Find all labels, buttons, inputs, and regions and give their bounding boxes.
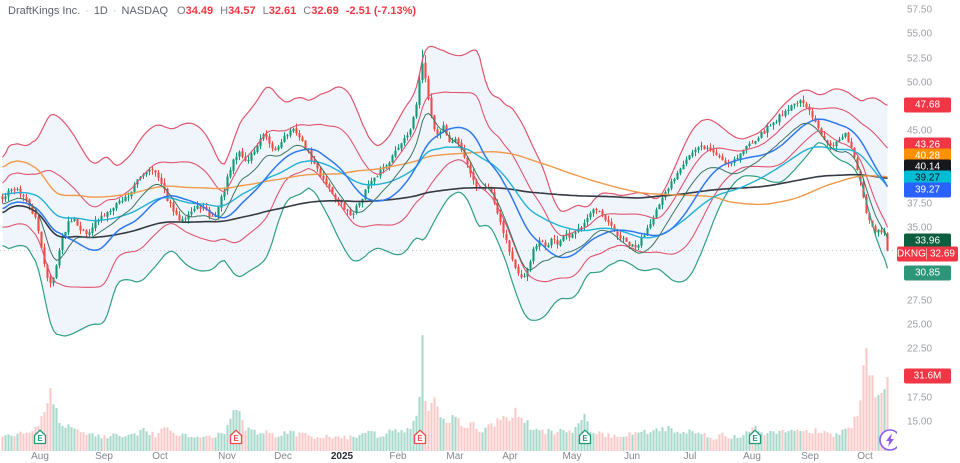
bollinger-band-fill — [2, 46, 888, 337]
earnings-marker-icon[interactable]: E — [229, 429, 243, 445]
price-tick-label: 55.00 — [907, 28, 933, 40]
separator: · — [112, 5, 117, 17]
indicator-price-badge: 30.85 — [904, 265, 951, 281]
open-label: O — [177, 5, 186, 17]
time-tick-label: Sep — [801, 451, 819, 462]
indicator-price-badge: 39.27 — [904, 170, 951, 186]
svg-text:E: E — [417, 434, 423, 443]
time-axis[interactable]: Aug Sep Oct Nov Dec 2025 Feb Mar Apr May Jun Jul Aug… — [0, 451, 897, 463]
earnings-marker-icon[interactable]: E — [578, 429, 592, 445]
price-tick-label: 17.50 — [907, 392, 933, 404]
time-tick-label: Oct — [152, 451, 168, 462]
price-tick-label: 22.50 — [907, 343, 933, 355]
close-label: C — [303, 5, 312, 17]
lightning-icon[interactable] — [879, 429, 897, 451]
earnings-marker-icon[interactable]: E — [33, 429, 47, 445]
high-value: 34.57 — [228, 5, 256, 17]
price-tick-label: 37.50 — [907, 198, 933, 210]
time-tick-label: Sep — [95, 451, 113, 462]
symbol-legend: DraftKings Inc. · 1D · NASDAQ O34.49 H34… — [8, 5, 416, 17]
time-tick-label: Aug — [31, 451, 49, 462]
price-tick-label: 50.00 — [907, 77, 933, 89]
time-tick-label: Nov — [218, 451, 236, 462]
volume-badge: 31.6M — [904, 368, 951, 384]
bb_basis-line — [2, 118, 889, 259]
time-tick-label: Mar — [446, 451, 464, 462]
time-tick-label: Aug — [743, 451, 761, 462]
price-tick-label: 15.00 — [907, 416, 933, 428]
bollinger-upper-line — [2, 45, 888, 213]
symbol-price-badge: DKNG 32.69 — [897, 246, 958, 262]
time-tick-label: Jul — [683, 451, 697, 462]
price-tick-label: 57.50 — [907, 4, 933, 16]
earnings-marker-icon[interactable]: E — [413, 429, 427, 445]
indicator-price-badge: 33.96 — [904, 233, 951, 249]
indicator-price-badge: 47.68 — [904, 97, 951, 113]
price-tick-label: 52.50 — [907, 53, 933, 64]
volume-bars-up — [4, 335, 886, 451]
symbol-title[interactable]: DraftKings Inc. — [8, 5, 81, 17]
indicator-price-badge: 39.27 — [904, 182, 951, 198]
exchange[interactable]: NASDAQ — [121, 5, 169, 17]
bollinger-lower-line — [2, 141, 889, 337]
sma100-line — [2, 150, 888, 206]
low-value: 32.61 — [268, 5, 297, 17]
change-value: -2.51 (-7.13%) — [345, 5, 417, 17]
svg-text:E: E — [233, 434, 239, 443]
svg-text:E: E — [752, 434, 758, 443]
separator: · — [85, 5, 89, 17]
time-tick-label: Apr — [502, 451, 518, 462]
time-tick-label: Oct — [857, 451, 873, 462]
symbol-ticker: DKNG — [897, 248, 927, 260]
time-tick-label: Dec — [274, 451, 292, 462]
open-value: 34.49 — [185, 5, 214, 17]
price-tick-label: 45.00 — [907, 125, 933, 137]
price-tick-label: 25.00 — [907, 319, 933, 331]
time-tick-label: Jun — [623, 451, 641, 462]
earnings-marker-icon[interactable]: E — [748, 429, 762, 445]
close-value: 32.69 — [311, 5, 339, 17]
time-tick-label: May — [562, 451, 582, 462]
price-tick-label: 35.00 — [907, 222, 933, 234]
ema_fast-line — [2, 112, 888, 271]
bollinger-upper1-line — [2, 91, 888, 237]
low-label: L — [262, 5, 269, 17]
high-label: H — [220, 5, 229, 17]
price-tick-label: 27.50 — [907, 295, 933, 307]
timeframe[interactable]: 1D — [93, 5, 108, 17]
ma_cyan-line — [2, 146, 889, 239]
svg-text:E: E — [582, 434, 588, 443]
last-price: 32.69 — [929, 248, 955, 260]
price-axis[interactable]: 57.5055.0052.5050.0045.0037.5035.0030.00… — [897, 0, 960, 452]
ohlc-values: O34.49 H34.57 L32.61 C32.69 -2.51 (-7.13… — [177, 5, 416, 17]
time-tick-label: Feb — [389, 451, 407, 462]
svg-text:E: E — [37, 434, 43, 443]
time-tick-label: 2025 — [330, 451, 354, 462]
bollinger-lower1-line — [2, 130, 889, 288]
